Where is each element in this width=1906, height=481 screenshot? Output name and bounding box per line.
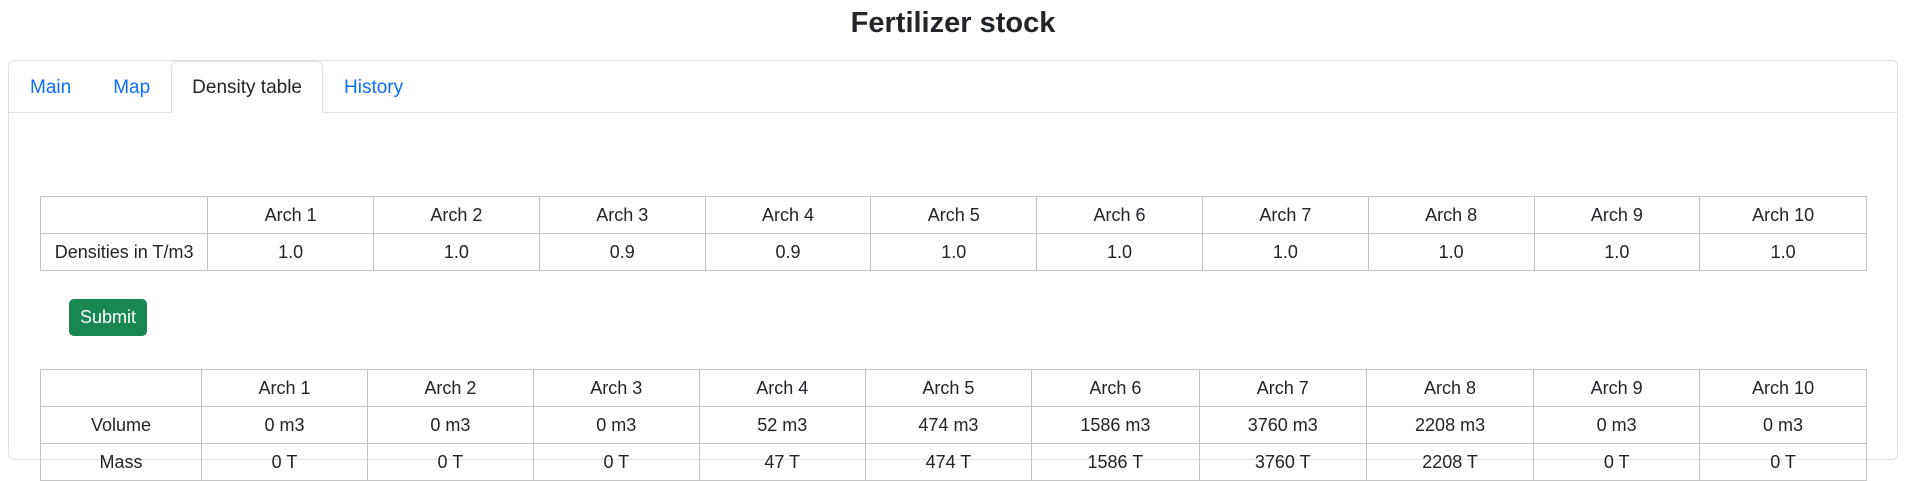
mass-cell: 0 T [1699,443,1867,481]
header-cell: Arch 8 [1367,196,1535,234]
header-cell: Arch 10 [1699,196,1867,234]
header-cell: Arch 5 [870,196,1038,234]
tab-history[interactable]: History [344,77,404,98]
header-cell: Arch 8 [1365,369,1535,407]
header-cell [39,369,203,407]
tab-main[interactable]: Main [30,77,72,98]
mass-cell: 0 T [366,443,534,481]
header-cell: Arch 5 [864,369,1033,407]
mass-cell: 474 T [864,443,1033,481]
row-label: Densities in T/m3 [39,233,209,271]
volume-cell: 0 m3 [1699,406,1867,444]
header-cell: Arch 3 [532,369,700,407]
header-cell: Arch 2 [373,196,540,234]
mass-row: Mass 0 T 0 T 0 T 47 T 474 T 1586 T 3760 … [39,443,1867,481]
header-cell: Arch 3 [538,196,706,234]
density-cell[interactable]: 0.9 [704,233,872,271]
header-cell: Arch 2 [366,369,534,407]
volume-cell: 474 m3 [864,406,1033,444]
header-cell: Arch 9 [1533,196,1701,234]
volume-cell: 1586 m3 [1031,406,1200,444]
row-label: Mass [39,443,203,481]
header-cell: Arch 4 [698,369,866,407]
mass-cell: 3760 T [1198,443,1367,481]
volume-cell: 0 m3 [366,406,534,444]
volume-cell: 0 m3 [1533,406,1701,444]
density-row: Densities in T/m3 1.0 1.0 0.9 0.9 1.0 1.… [39,233,1867,271]
density-cell[interactable]: 1.0 [1533,233,1701,271]
header-cell: Arch 4 [704,196,872,234]
header-cell: Arch 6 [1031,369,1200,407]
mass-cell: 0 T [532,443,700,481]
density-cell[interactable]: 1.0 [1036,233,1203,271]
density-cell[interactable]: 1.0 [207,233,375,271]
volume-cell: 3760 m3 [1198,406,1367,444]
volume-cell: 2208 m3 [1365,406,1535,444]
density-cell[interactable]: 1.0 [373,233,540,271]
density-cell[interactable]: 0.9 [538,233,706,271]
header-cell: Arch 7 [1198,369,1367,407]
mass-cell: 0 T [201,443,368,481]
density-cell[interactable]: 1.0 [1699,233,1867,271]
mass-cell: 1586 T [1031,443,1200,481]
header-cell: Arch 7 [1201,196,1369,234]
density-cell[interactable]: 1.0 [1201,233,1369,271]
row-label: Volume [39,406,203,444]
density-cell[interactable]: 1.0 [870,233,1038,271]
mass-cell: 47 T [698,443,866,481]
volume-cell: 52 m3 [698,406,866,444]
page-title: Fertilizer stock [850,7,1056,39]
volume-cell: 0 m3 [532,406,700,444]
header-cell [39,196,209,234]
header-cell: Arch 1 [201,369,368,407]
header-cell: Arch 6 [1036,196,1203,234]
header-cell: Arch 1 [207,196,375,234]
density-cell[interactable]: 1.0 [1367,233,1535,271]
mass-cell: 2208 T [1365,443,1535,481]
result-table: Arch 1 Arch 2 Arch 3 Arch 4 Arch 5 Arch … [39,369,1867,481]
header-cell: Arch 10 [1699,369,1867,407]
density-table: Arch 1 Arch 2 Arch 3 Arch 4 Arch 5 Arch … [39,196,1867,271]
volume-cell: 0 m3 [201,406,368,444]
header-cell: Arch 9 [1533,369,1701,407]
tab-bar: Main Map Density table History [9,61,1897,113]
density-header-row: Arch 1 Arch 2 Arch 3 Arch 4 Arch 5 Arch … [39,196,1867,234]
mass-cell: 0 T [1533,443,1701,481]
submit-button[interactable]: Submit [69,299,148,336]
tab-card: Main Map Density table History Arch 1 Ar… [8,60,1898,481]
volume-row: Volume 0 m3 0 m3 0 m3 52 m3 474 m3 1586 … [39,406,1867,444]
tab-density-table[interactable]: Density table [171,61,323,113]
result-header-row: Arch 1 Arch 2 Arch 3 Arch 4 Arch 5 Arch … [39,369,1867,407]
tab-map[interactable]: Map [113,77,151,98]
